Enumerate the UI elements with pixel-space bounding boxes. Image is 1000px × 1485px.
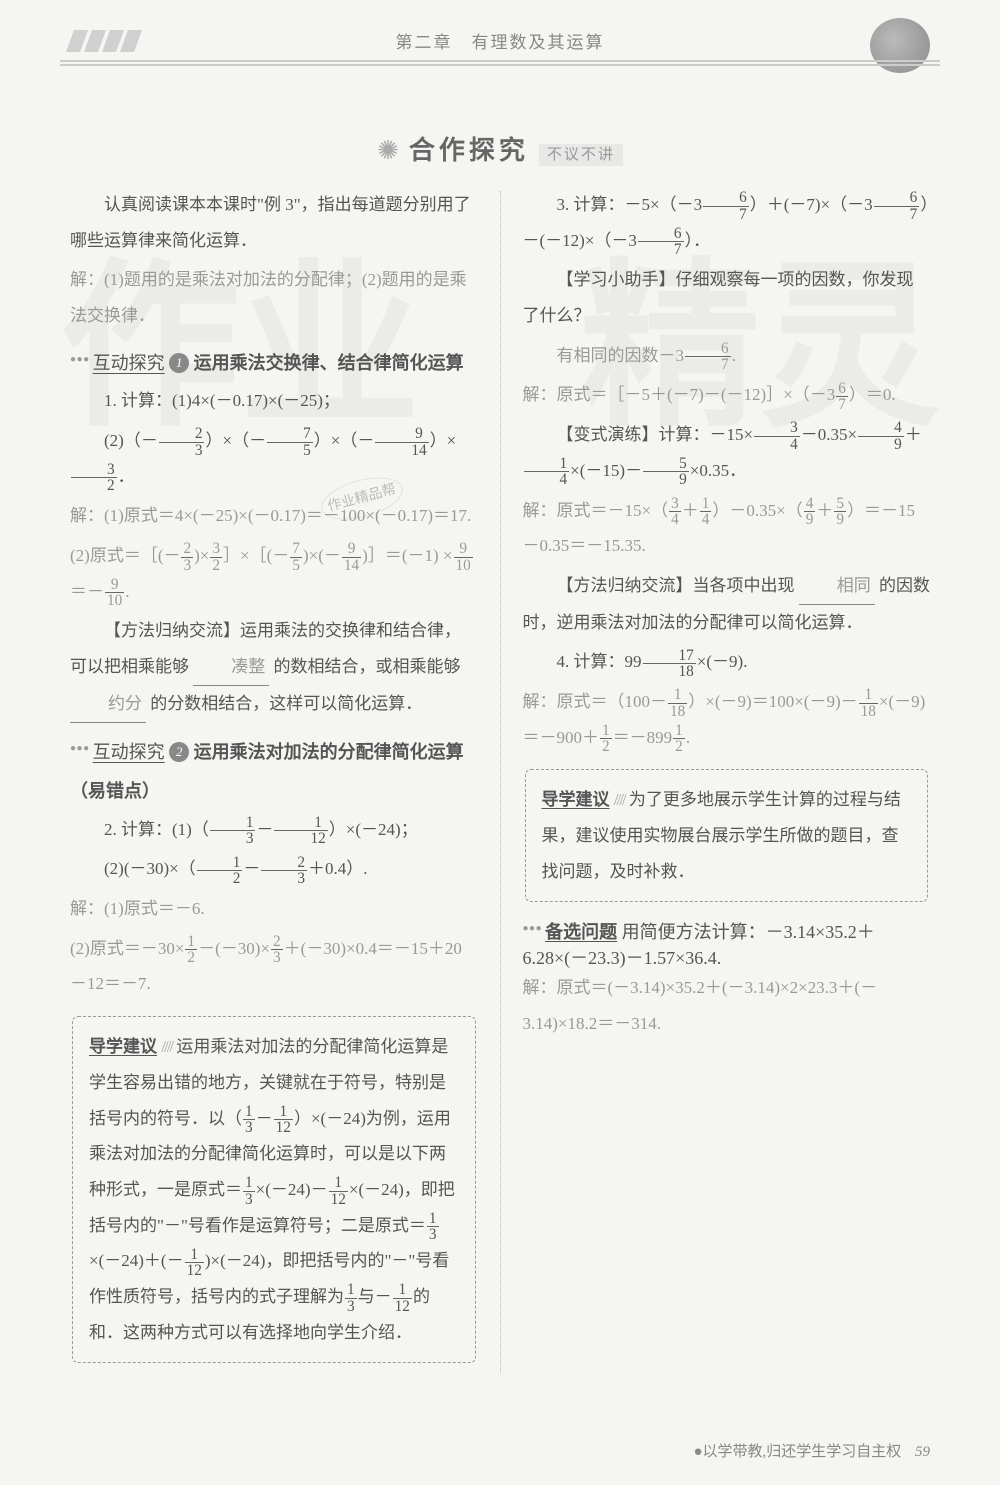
alt-sol: 解：原式＝(－3.14)×35.2＋(－3.14)×2×23.3＋(－3.14)… [523,970,931,1041]
section-heading: ✺ 合作探究 不议不讲 [0,130,1000,167]
helper-ans: 有相同的因数－367. [523,338,931,374]
box2-title: 导学建议 [542,790,610,809]
right-column: 3. 计算：－5×（－367）＋(－7)×（－367）－(－12)×（－367）… [523,187,931,1377]
page-footer: ●以学带教,归还学生学习自主权 59 [693,1440,930,1461]
q2-line2: (2)(－30)×（12－23＋0.4）. [70,851,478,887]
hatch-icon-2: //// [614,790,625,809]
sol3: 解：原式＝［－5＋(－7)－(－12)］×（－367）＝0. [523,377,931,413]
column-divider [500,191,501,1373]
guidance-box-1: 导学建议 //// 运用乘法对加法的分配律简化运算是学生容易出错的地方，关键就在… [72,1016,476,1363]
blank-2: 约分 [70,686,146,723]
q1-line1: 1. 计算：(1)4×(－0.17)×(－25)； [70,383,478,419]
guidance-box-2: 导学建议 //// 为了更多地展示学生计算的过程与结果，建议使用实物展台展示学生… [525,769,929,902]
left-column: 认真阅读课本本课时"例 3"，指出每道题分别用了哪些运算律来简化运算． 解：(1… [70,187,478,1377]
method1-b: 的数相结合，或相乘能够 [274,657,461,676]
hatch-icon: //// [161,1037,172,1056]
badge-1-icon: 1 [169,353,189,373]
intro-text: 认真阅读课本本课时"例 3"，指出每道题分别用了哪些运算律来简化运算． [70,187,478,258]
sol1b: (2)原式＝［(－23)×32］×［(－75)×(－914)］＝(－1) ×91… [70,538,478,609]
intro-answer: 解：(1)题用的是乘法对加法的分配律；(2)题用的是乘法交换律． [70,262,478,333]
sol2b: (2)原式＝－30×12－(－30)×23＋(－30)×0.4＝－15＋20－1… [70,931,478,1002]
page-number: 59 [915,1444,930,1461]
box1-end: 可以有选择地向学生介绍． [208,1323,412,1342]
blank-3: 相同 [799,568,875,605]
page-header: 第二章 有理数及其运算 [0,0,1000,50]
subheading-1: ● ● ● 互动探究 1 运用乘法交换律、结合律简化运算 [70,344,478,384]
sol2a: 解：(1)原式＝－6. [70,891,478,927]
footer-slogan: ●以学带教,归还学生学习自主权 [693,1444,901,1460]
badge-2-icon: 2 [169,742,189,762]
section-main: 合作探究 [409,136,529,165]
chapter-title: 第二章 有理数及其运算 [396,28,605,53]
blank-1: 凑整 [193,649,269,686]
q1-line2: (2)（－23）×（－75）×（－914）×32． [70,423,478,494]
two-column-layout: 认真阅读课本本课时"例 3"，指出每道题分别用了哪些运算律来简化运算． 解：(1… [0,187,1000,1377]
box1-title: 导学建议 [89,1037,157,1056]
q4: 4. 计算：991718×(－9). [523,644,931,680]
method1-c: 的分数相结合，这样可以简化运算． [150,694,422,713]
q3: 3. 计算：－5×（－367）＋(－7)×（－367）－(－12)×（－367）… [523,187,931,258]
helper: 【学习小助手】仔细观察每一项的因数，你发现了什么？ [523,262,931,333]
alt-title: 备选问题 [545,922,617,942]
method1: 【方法归纳交流】运用乘法的交换律和结合律，可以把相乘能够 凑整 的数相结合，或相… [70,613,478,722]
flame-icon: ✺ [377,136,399,166]
sub1-label: 互动探究 [93,353,165,373]
variant: 【变式演练】计算：－15×34－0.35×49＋14×(－15)－59×0.35… [523,417,931,488]
q2-line1: 2. 计算：(1)（13－112）×(－24)； [70,812,478,848]
subheading-2: ● ● ● 互动探究 2 运用乘法对加法的分配律简化运算（易错点） [70,733,478,812]
method2: 【方法归纳交流】当各项中出现 相同 的因数时，逆用乘法对加法的分配律可以简化运算… [523,568,931,640]
section-sub: 不议不讲 [539,144,623,166]
sol1a: 解：(1)原式＝4×(－25)×(－0.17)＝－100×(－0.17)＝17. [70,498,478,534]
header-stripes-icon [70,30,138,52]
method2-a: 【方法归纳交流】当各项中出现 [557,576,795,595]
sub2-label: 互动探究 [93,742,165,762]
sub1-topic: 运用乘法交换律、结合律简化运算 [194,353,464,373]
header-rule [60,60,940,66]
sol4: 解：原式＝（100－118）×(－9)＝100×(－9)－118×(－9)＝－9… [523,684,931,755]
alt-heading: ● ● ● 备选问题 用简便方法计算：－3.14×35.2＋6.28×(－23.… [523,918,931,970]
variant-title: 【变式演练】 [557,425,659,444]
helper-title: 【学习小助手】 [557,270,676,289]
variant-sol: 解：原式＝－15×（34＋14）－0.35×（49＋59）＝－15－0.35＝－… [523,493,931,564]
